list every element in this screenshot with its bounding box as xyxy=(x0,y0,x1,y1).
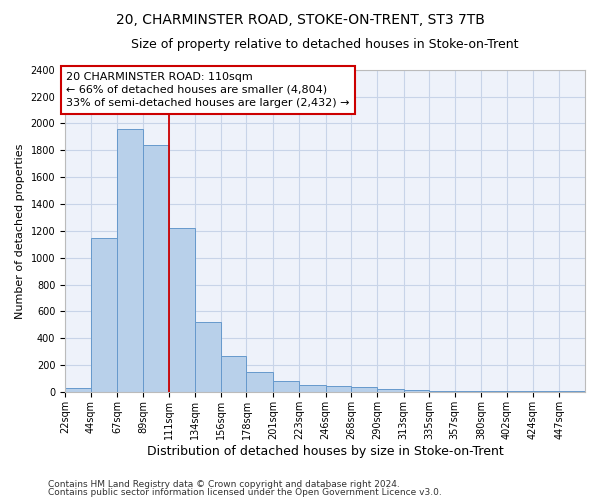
Bar xyxy=(351,386,377,392)
Bar xyxy=(273,381,299,392)
Bar xyxy=(91,238,118,392)
Text: Contains public sector information licensed under the Open Government Licence v3: Contains public sector information licen… xyxy=(48,488,442,497)
X-axis label: Distribution of detached houses by size in Stoke-on-Trent: Distribution of detached houses by size … xyxy=(146,444,503,458)
Bar xyxy=(404,390,429,392)
Text: 20, CHARMINSTER ROAD, STOKE-ON-TRENT, ST3 7TB: 20, CHARMINSTER ROAD, STOKE-ON-TRENT, ST… xyxy=(116,12,484,26)
Bar xyxy=(377,388,404,392)
Text: Contains HM Land Registry data © Crown copyright and database right 2024.: Contains HM Land Registry data © Crown c… xyxy=(48,480,400,489)
Title: Size of property relative to detached houses in Stoke-on-Trent: Size of property relative to detached ho… xyxy=(131,38,519,51)
Bar xyxy=(118,129,143,392)
Bar xyxy=(65,388,91,392)
Text: 20 CHARMINSTER ROAD: 110sqm
← 66% of detached houses are smaller (4,804)
33% of : 20 CHARMINSTER ROAD: 110sqm ← 66% of det… xyxy=(66,72,350,108)
Bar xyxy=(221,356,247,392)
Bar xyxy=(299,385,326,392)
Bar xyxy=(326,386,351,392)
Bar xyxy=(455,390,481,392)
Bar xyxy=(247,372,273,392)
Bar xyxy=(196,322,221,392)
Bar xyxy=(143,145,169,392)
Y-axis label: Number of detached properties: Number of detached properties xyxy=(15,143,25,318)
Bar xyxy=(169,228,196,392)
